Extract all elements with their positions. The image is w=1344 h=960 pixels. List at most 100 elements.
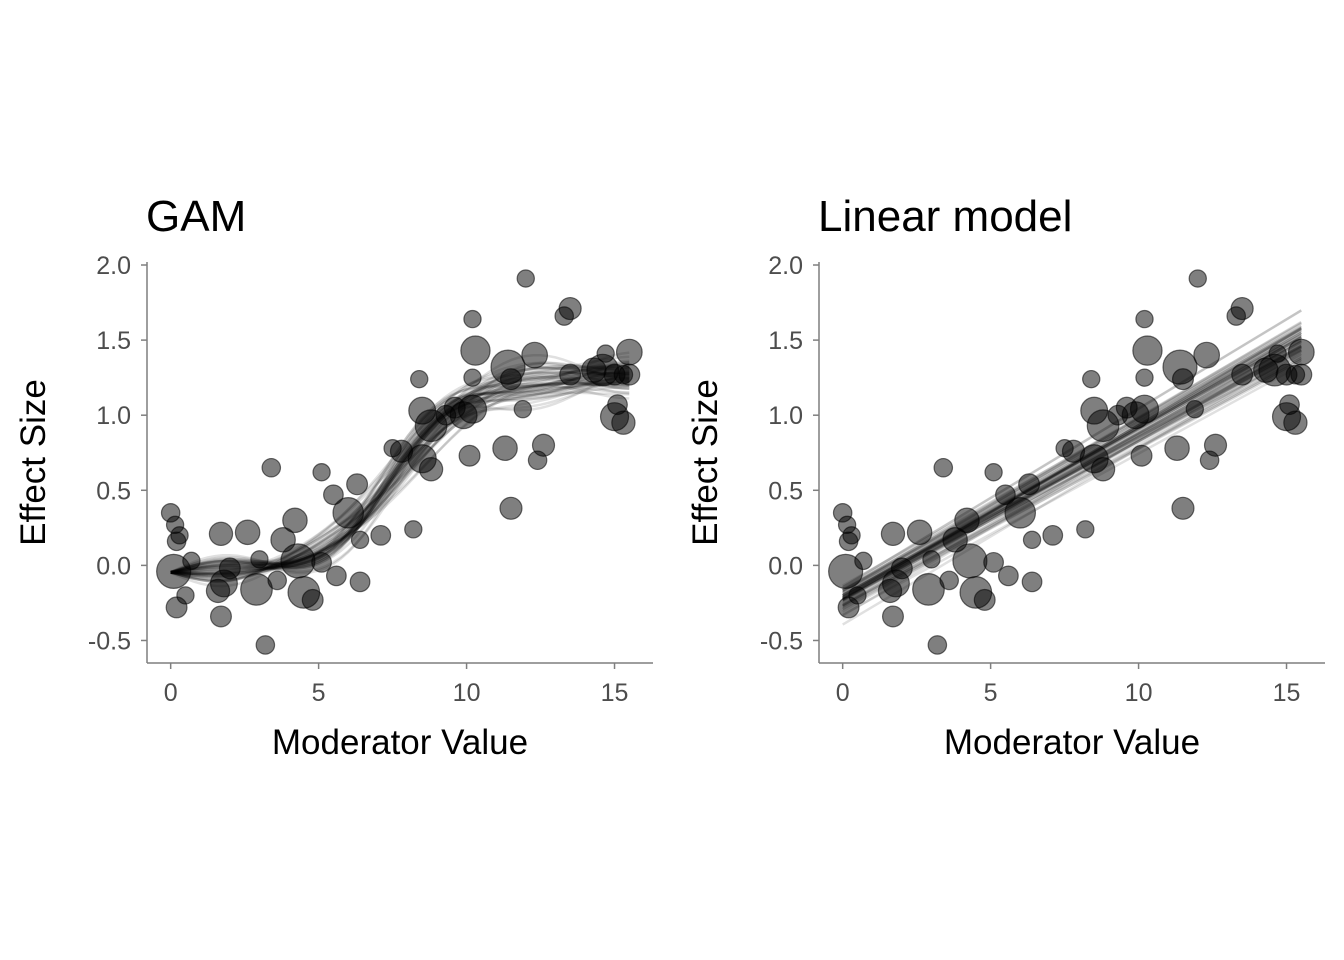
linear-draw-line [842, 344, 1302, 595]
gam-draw-line [170, 359, 630, 574]
linear-data-point [1135, 368, 1154, 387]
gam-data-point [255, 635, 276, 655]
linear-draw-line [842, 342, 1302, 617]
gam-data-point [596, 344, 615, 363]
linear-data-point [997, 565, 1019, 587]
linear-x-axis-title: Moderator Value [944, 723, 1200, 762]
gam-y-tick-label: -0.5 [88, 627, 131, 655]
gam-data-point [499, 368, 522, 391]
linear-data-point [1283, 410, 1308, 435]
gam-x-tick-label: 5 [312, 679, 326, 707]
linear-draw-line [842, 345, 1302, 610]
linear-data-point [1231, 363, 1254, 386]
linear-data-point [1042, 524, 1064, 546]
linear-draw-line [842, 327, 1302, 603]
linear-draw-line [842, 333, 1302, 598]
linear-panel: -0.5 0.0 0.5 1.0 1.5 2.0 0 5 10 15 Moderator Value… [686, 252, 1325, 762]
gam-data-point [218, 557, 241, 580]
linear-y-tick-label: 1.0 [768, 402, 803, 430]
linear-draw-line [842, 353, 1302, 601]
gam-data-point [521, 341, 549, 369]
gam-draw-line [170, 374, 630, 574]
gam-y-tick-label: 0.0 [96, 552, 131, 580]
linear-draw-line [842, 332, 1302, 599]
linear-data-point [983, 551, 1004, 573]
gam-data-point [240, 573, 273, 606]
linear-draw-line [842, 345, 1302, 597]
linear-data-point [1004, 497, 1037, 529]
gam-data-point [280, 543, 316, 579]
gam-draw-line [170, 362, 630, 575]
gam-posterior-draws [170, 351, 630, 588]
linear-data-point [880, 521, 906, 547]
gam-data-point [156, 553, 192, 589]
gam-data-point [410, 369, 429, 389]
linear-y-tick-label: 0.5 [768, 477, 803, 505]
linear-y-tick-label: 2.0 [768, 252, 803, 280]
linear-data-point [906, 519, 933, 546]
gam-draw-line [170, 373, 630, 574]
gam-draw-line [170, 360, 630, 574]
gam-data-point [457, 394, 488, 424]
gam-draw-line [170, 381, 630, 576]
gam-data-point [301, 588, 324, 611]
linear-draw-line [842, 335, 1302, 608]
gam-data-point [370, 524, 392, 546]
gam-data-point [460, 335, 491, 366]
linear-data-point [912, 573, 945, 606]
linear-draw-line [842, 345, 1302, 597]
gam-x-tick-label: 0 [164, 679, 178, 707]
gam-draw-line [170, 362, 630, 574]
gam-data-point [312, 463, 331, 482]
linear-data-point [954, 507, 980, 534]
linear-draw-line [842, 334, 1302, 597]
linear-draw-line [842, 344, 1302, 602]
linear-data-point [881, 605, 904, 628]
linear-draw-line [842, 358, 1302, 607]
linear-posterior-draws [842, 309, 1302, 626]
gam-draw-line [170, 381, 630, 574]
gam-panel-title: GAM [146, 192, 247, 241]
gam-draw-line [170, 391, 630, 576]
gam-data-point [492, 435, 518, 462]
linear-draw-line [842, 349, 1302, 599]
linear-draw-line [842, 358, 1302, 611]
gam-draw-line [170, 370, 630, 574]
gam-data-point [209, 605, 232, 628]
linear-draw-line [842, 341, 1302, 600]
linear-draw-line [842, 336, 1302, 600]
gam-data-point [325, 565, 347, 587]
gam-draw-line [170, 379, 630, 574]
linear-y-axis-title: Effect Size [686, 379, 725, 546]
linear-data-point [922, 550, 941, 569]
linear-data-point [1132, 335, 1163, 366]
linear-draw-line [842, 356, 1302, 599]
linear-data-point [1230, 296, 1254, 321]
gam-draw-line [170, 365, 630, 575]
gam-data-point [463, 368, 482, 387]
gam-draw-line [170, 382, 630, 574]
gam-data-point [176, 586, 195, 605]
linear-data-point [1076, 520, 1095, 539]
linear-data-point [828, 553, 864, 589]
gam-draw-line [170, 385, 630, 574]
gam-data-point [349, 571, 371, 593]
linear-draw-line [842, 355, 1302, 593]
linear-draw-line [842, 329, 1302, 597]
linear-data-point [933, 457, 954, 478]
linear-x-tick-label: 5 [984, 679, 998, 707]
linear-data-point [1129, 394, 1160, 424]
gam-draw-line [170, 382, 630, 577]
gam-draw-line [170, 366, 630, 574]
linear-data-point [1185, 399, 1205, 419]
gam-data-point [323, 484, 344, 506]
gam-data-point [558, 296, 582, 321]
gam-data-point [170, 526, 189, 545]
linear-data-point [890, 557, 913, 580]
linear-draw-line [842, 339, 1302, 601]
gam-x-tick-label: 10 [453, 679, 481, 707]
gam-draw-line [170, 384, 630, 581]
linear-data-point [1022, 530, 1042, 550]
linear-draw-line [842, 336, 1302, 597]
linear-data-point [927, 635, 948, 655]
